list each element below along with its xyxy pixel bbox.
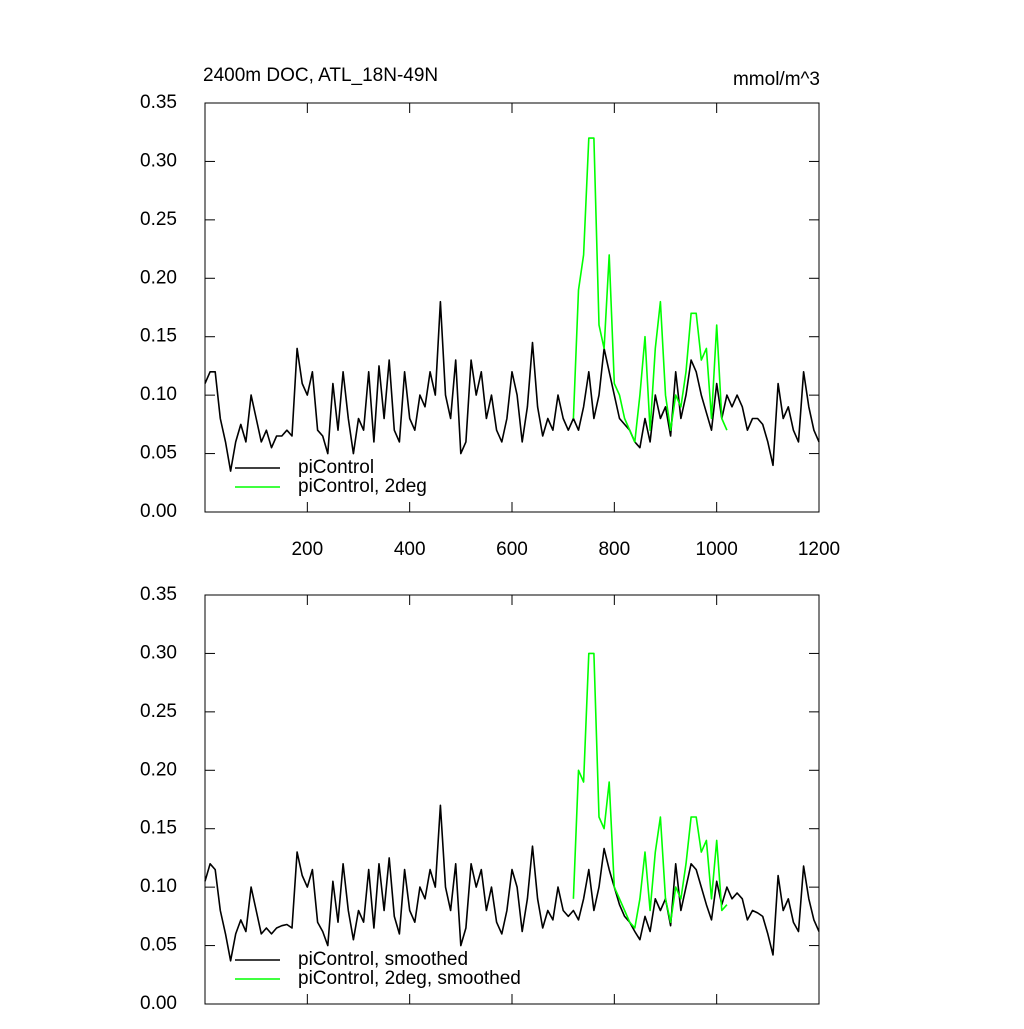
y-tick-label: 0.35 <box>140 584 177 605</box>
y-tick-label: 0.05 <box>140 935 177 956</box>
y-tick-label: 0.15 <box>140 818 177 839</box>
y-tick-label: 0.20 <box>140 759 177 780</box>
x-tick-label: 1000 <box>696 539 738 560</box>
y-tick-label: 0.00 <box>140 993 177 1014</box>
x-tick-label: 800 <box>598 539 630 560</box>
x-tick-label: 600 <box>496 539 528 560</box>
chart-title: 2400m DOC, ATL_18N-49N <box>203 65 438 86</box>
y-tick-label: 0.15 <box>140 326 177 347</box>
series-line <box>572 137 728 443</box>
y-tick-label: 0.00 <box>140 501 177 522</box>
legend-label: piControl, 2deg <box>298 476 427 497</box>
x-tick-label: 400 <box>394 539 426 560</box>
x-tick-label: 200 <box>291 539 323 560</box>
units-label: mmol/m^3 <box>733 69 820 90</box>
y-tick-label: 0.10 <box>140 876 177 897</box>
y-tick-label: 0.30 <box>140 642 177 663</box>
legend-label: piControl <box>298 457 374 478</box>
y-tick-label: 0.30 <box>140 150 177 171</box>
plot-frame <box>204 102 820 513</box>
legend-label: piControl, 2deg, smoothed <box>298 968 521 989</box>
y-tick-label: 0.20 <box>140 267 177 288</box>
series-line <box>204 300 820 472</box>
x-tick-label: 1200 <box>798 539 840 560</box>
y-tick-label: 0.10 <box>140 384 177 405</box>
plot-frame <box>204 594 820 1005</box>
series-line <box>204 804 820 962</box>
series-line <box>572 652 728 929</box>
y-tick-label: 0.25 <box>140 209 177 230</box>
y-tick-label: 0.35 <box>140 92 177 113</box>
y-tick-label: 0.25 <box>140 701 177 722</box>
y-tick-label: 0.05 <box>140 443 177 464</box>
legend-label: piControl, smoothed <box>298 949 468 970</box>
